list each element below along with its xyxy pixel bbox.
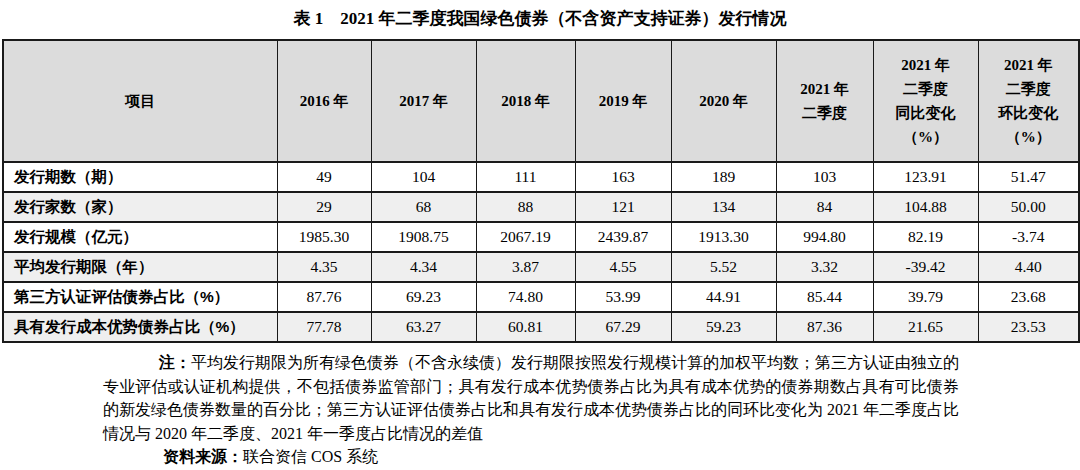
value-cell: 77.78 [277, 312, 371, 342]
value-cell: 1985.30 [277, 222, 371, 252]
note-text: 平均发行期限为所有绿色债券（不含永续债）发行期限按照发行规模计算的加权平均数；第… [103, 354, 959, 442]
value-cell: 163 [575, 162, 671, 192]
data-source: 资料来源：联合资信 COS 系统 [103, 445, 959, 469]
value-cell: 994.80 [776, 222, 873, 252]
column-header-2016: 2016 年 [277, 40, 371, 162]
table-row-third-party-certified-ratio: 第三方认证评估债券占比（%） 87.76 69.23 74.80 53.99 4… [3, 282, 1079, 312]
value-cell: 49 [277, 162, 371, 192]
value-cell: -39.42 [873, 252, 978, 282]
source-text: 联合资信 COS 系统 [243, 448, 378, 465]
value-cell: 21.65 [873, 312, 978, 342]
value-cell: 3.87 [476, 252, 575, 282]
value-cell: 69.23 [371, 282, 476, 312]
value-cell: 1913.30 [671, 222, 776, 252]
value-cell: 23.68 [978, 282, 1079, 312]
value-cell: 87.36 [776, 312, 873, 342]
value-cell: 50.00 [978, 192, 1079, 222]
value-cell: 4.35 [277, 252, 371, 282]
column-header-2019: 2019 年 [575, 40, 671, 162]
value-cell: 59.23 [671, 312, 776, 342]
value-cell: 104 [371, 162, 476, 192]
value-cell: 74.80 [476, 282, 575, 312]
row-label-cell: 具有发行成本优势债券占比（%） [3, 312, 277, 342]
row-label-cell: 发行期数（期） [3, 162, 277, 192]
value-cell: 104.88 [873, 192, 978, 222]
value-cell: 60.81 [476, 312, 575, 342]
header-row: 项目 2016 年 2017 年 2018 年 2019 年 2020 年 20… [3, 40, 1079, 162]
value-cell: 63.27 [371, 312, 476, 342]
value-cell: 87.76 [277, 282, 371, 312]
value-cell: 85.44 [776, 282, 873, 312]
column-header-2021q2: 2021 年 二季度 [776, 40, 873, 162]
value-cell: 103 [776, 162, 873, 192]
table-footnotes: 注：平均发行期限为所有绿色债券（不含永续债）发行期限按照发行规模计算的加权平均数… [103, 351, 959, 469]
table-row-cost-advantage-ratio: 具有发行成本优势债券占比（%） 77.78 63.27 60.81 67.29 … [3, 312, 1079, 342]
note-label: 注： [159, 354, 191, 371]
column-header-yoy-change: 2021 年 二季度 同比变化 （%） [873, 40, 978, 162]
row-label-cell: 第三方认证评估债券占比（%） [3, 282, 277, 312]
value-cell: 4.55 [575, 252, 671, 282]
value-cell: 189 [671, 162, 776, 192]
green-bond-issuance-table: 项目 2016 年 2017 年 2018 年 2019 年 2020 年 20… [2, 39, 1080, 343]
value-cell: 2067.19 [476, 222, 575, 252]
value-cell: 4.34 [371, 252, 476, 282]
table-row-avg-tenor: 平均发行期限（年） 4.35 4.34 3.87 4.55 5.52 3.32 … [3, 252, 1079, 282]
document-page: 表 1 2021 年二季度我国绿色债券（不含资产支持证券）发行情况 项目 201… [0, 0, 1080, 470]
value-cell: 84 [776, 192, 873, 222]
value-cell: 2439.87 [575, 222, 671, 252]
value-cell: 4.40 [978, 252, 1079, 282]
table-title: 表 1 2021 年二季度我国绿色债券（不含资产支持证券）发行情况 [0, 0, 1080, 30]
value-cell: 44.91 [671, 282, 776, 312]
value-cell: 3.32 [776, 252, 873, 282]
row-label-cell: 平均发行期限（年） [3, 252, 277, 282]
column-header-item: 项目 [3, 40, 277, 162]
value-cell: 121 [575, 192, 671, 222]
table-row-issuer-count: 发行家数（家） 29 68 88 121 134 84 104.88 50.00 [3, 192, 1079, 222]
value-cell: 23.53 [978, 312, 1079, 342]
table-row-issue-count: 发行期数（期） 49 104 111 163 189 103 123.91 51… [3, 162, 1079, 192]
value-cell: 88 [476, 192, 575, 222]
table-note: 注：平均发行期限为所有绿色债券（不含永续债）发行期限按照发行规模计算的加权平均数… [103, 351, 959, 445]
value-cell: 68 [371, 192, 476, 222]
value-cell: 82.19 [873, 222, 978, 252]
column-header-qoq-change: 2021 年 二季度 环比变化 （%） [978, 40, 1079, 162]
value-cell: 1908.75 [371, 222, 476, 252]
value-cell: 29 [277, 192, 371, 222]
value-cell: 5.52 [671, 252, 776, 282]
column-header-2017: 2017 年 [371, 40, 476, 162]
value-cell: 134 [671, 192, 776, 222]
value-cell: 67.29 [575, 312, 671, 342]
value-cell: 53.99 [575, 282, 671, 312]
column-header-2020: 2020 年 [671, 40, 776, 162]
source-label: 资料来源： [163, 448, 243, 465]
value-cell: 39.79 [873, 282, 978, 312]
value-cell: 123.91 [873, 162, 978, 192]
row-label-cell: 发行家数（家） [3, 192, 277, 222]
value-cell: 51.47 [978, 162, 1079, 192]
value-cell: -3.74 [978, 222, 1079, 252]
table-row-issue-scale: 发行规模（亿元） 1985.30 1908.75 2067.19 2439.87… [3, 222, 1079, 252]
row-label-cell: 发行规模（亿元） [3, 222, 277, 252]
value-cell: 111 [476, 162, 575, 192]
column-header-2018: 2018 年 [476, 40, 575, 162]
